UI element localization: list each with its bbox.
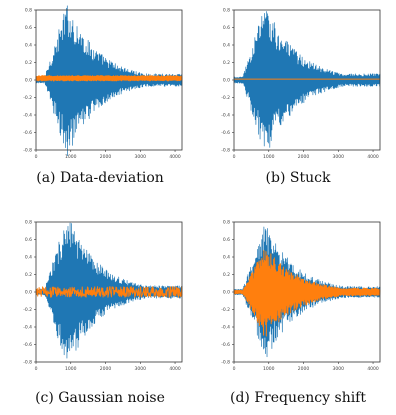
y-tick-label: -0.6 bbox=[23, 130, 32, 136]
y-tick-label: -0.2 bbox=[221, 307, 230, 313]
x-tick-label: 1000 bbox=[263, 366, 275, 372]
chart-panel-stuck: 0.8 0.6 0.4 0.2 0.0 -0.2 -0.4 -0.6 -0.8 0 1000 2000… bbox=[208, 6, 388, 186]
plot-frame bbox=[233, 9, 381, 151]
y-tick-label: 0.4 bbox=[25, 255, 32, 261]
y-tick-label: 0.6 bbox=[223, 25, 230, 31]
y-tick-label: 0.0 bbox=[223, 290, 230, 296]
y-tick-label: -0.8 bbox=[23, 360, 32, 366]
y-tick-label: 0.6 bbox=[25, 25, 32, 31]
y-tick-label: 0.6 bbox=[25, 237, 32, 243]
y-tick-label: 0.2 bbox=[25, 60, 32, 66]
series-line-reference bbox=[35, 75, 183, 82]
x-tick-label: 1000 bbox=[65, 366, 77, 372]
caption-data-deviation: (a) Data-deviation bbox=[36, 170, 164, 186]
y-tick-label: -0.8 bbox=[23, 148, 32, 154]
y-tick-label: 0.4 bbox=[223, 255, 230, 261]
x-tick-label: 3000 bbox=[135, 366, 147, 372]
x-tick-label: 4000 bbox=[367, 366, 379, 372]
y-tick-label: -0.4 bbox=[23, 325, 32, 331]
x-tick-label: 2000 bbox=[298, 154, 310, 160]
y-tick-label: -0.6 bbox=[23, 342, 32, 348]
y-tick-label: 0.2 bbox=[223, 60, 230, 66]
y-tick-label: -0.4 bbox=[221, 325, 230, 331]
y-tick-label: -0.2 bbox=[23, 95, 32, 101]
x-tick-label: 2000 bbox=[100, 154, 112, 160]
chart-plot-gaussian-noise: 0.8 0.6 0.4 0.2 0.0 -0.2 -0.4 -0.6 -0.80 1000 2000… bbox=[23, 220, 183, 372]
y-tick-label: 0.8 bbox=[223, 8, 230, 14]
y-tick-label: 0.8 bbox=[223, 220, 230, 226]
x-tick-label: 3000 bbox=[333, 154, 345, 160]
plot-frame bbox=[35, 9, 183, 151]
y-tick-label: -0.4 bbox=[221, 113, 230, 119]
caption-stuck: (b) Stuck bbox=[265, 170, 331, 186]
y-tick-label: 0.2 bbox=[25, 272, 32, 278]
y-tick-label: 0.0 bbox=[25, 290, 32, 296]
y-tick-label: -0.4 bbox=[23, 113, 32, 119]
y-tick-label: -0.8 bbox=[221, 148, 230, 154]
series-line-signal bbox=[233, 11, 381, 148]
x-tick-label: 0 bbox=[35, 154, 38, 160]
plot-frame bbox=[233, 221, 381, 363]
x-tick-label: 3000 bbox=[333, 366, 345, 372]
y-tick-label: -0.2 bbox=[23, 307, 32, 313]
chart-plot-data-deviation: 0.8 0.6 0.4 0.2 0.0 -0.2 -0.4 -0.6 -0.80 1000 2000… bbox=[23, 5, 183, 160]
y-tick-label: 0.2 bbox=[223, 272, 230, 278]
x-tick-label: 4000 bbox=[169, 366, 181, 372]
y-tick-label: 0.4 bbox=[25, 43, 32, 49]
x-tick-label: 2000 bbox=[298, 366, 310, 372]
chart-panel-data-deviation: 0.8 0.6 0.4 0.2 0.0 -0.2 -0.4 -0.6 -0.8 0 1000 2000… bbox=[10, 5, 190, 186]
y-tick-label: 0.6 bbox=[223, 237, 230, 243]
caption-frequency-shift: (d) Frequency shift bbox=[230, 390, 366, 406]
y-tick-label: -0.2 bbox=[221, 95, 230, 101]
x-tick-label: 4000 bbox=[169, 154, 181, 160]
x-tick-label: 3000 bbox=[135, 154, 147, 160]
y-tick-label: 0.8 bbox=[25, 220, 32, 226]
x-tick-label: 0 bbox=[233, 154, 236, 160]
chart-panel-gaussian-noise: 0.8 0.6 0.4 0.2 0.0 -0.2 -0.4 -0.6 -0.8 0 1000 2000… bbox=[10, 218, 190, 408]
y-tick-label: -0.6 bbox=[221, 130, 230, 136]
x-tick-label: 1000 bbox=[263, 154, 275, 160]
series-line-signal bbox=[35, 222, 183, 359]
chart-plot-stuck: 0.8 0.6 0.4 0.2 0.0 -0.2 -0.4 -0.6 -0.80 1000 2000… bbox=[221, 8, 381, 160]
x-tick-label: 0 bbox=[35, 366, 38, 372]
x-tick-label: 2000 bbox=[100, 366, 112, 372]
x-tick-label: 0 bbox=[233, 366, 236, 372]
caption-gaussian-noise: (c) Gaussian noise bbox=[35, 390, 165, 406]
series-line-reference bbox=[35, 286, 183, 298]
y-tick-label: 0.0 bbox=[25, 78, 32, 84]
y-tick-label: 0.0 bbox=[223, 78, 230, 84]
y-tick-label: 0.4 bbox=[223, 43, 230, 49]
y-tick-label: 0.8 bbox=[25, 8, 32, 14]
y-tick-label: -0.6 bbox=[221, 342, 230, 348]
x-tick-label: 1000 bbox=[65, 154, 77, 160]
chart-panel-frequency-shift: 0.8 0.6 0.4 0.2 0.0 -0.2 -0.4 -0.6 -0.8 0 1000 2000… bbox=[208, 218, 388, 408]
x-tick-label: 4000 bbox=[367, 154, 379, 160]
chart-plot-frequency-shift: 0.8 0.6 0.4 0.2 0.0 -0.2 -0.4 -0.6 -0.80 1000 2000… bbox=[221, 220, 381, 372]
y-tick-label: -0.8 bbox=[221, 360, 230, 366]
series-line-reference bbox=[233, 249, 381, 337]
plot-frame bbox=[35, 221, 183, 363]
